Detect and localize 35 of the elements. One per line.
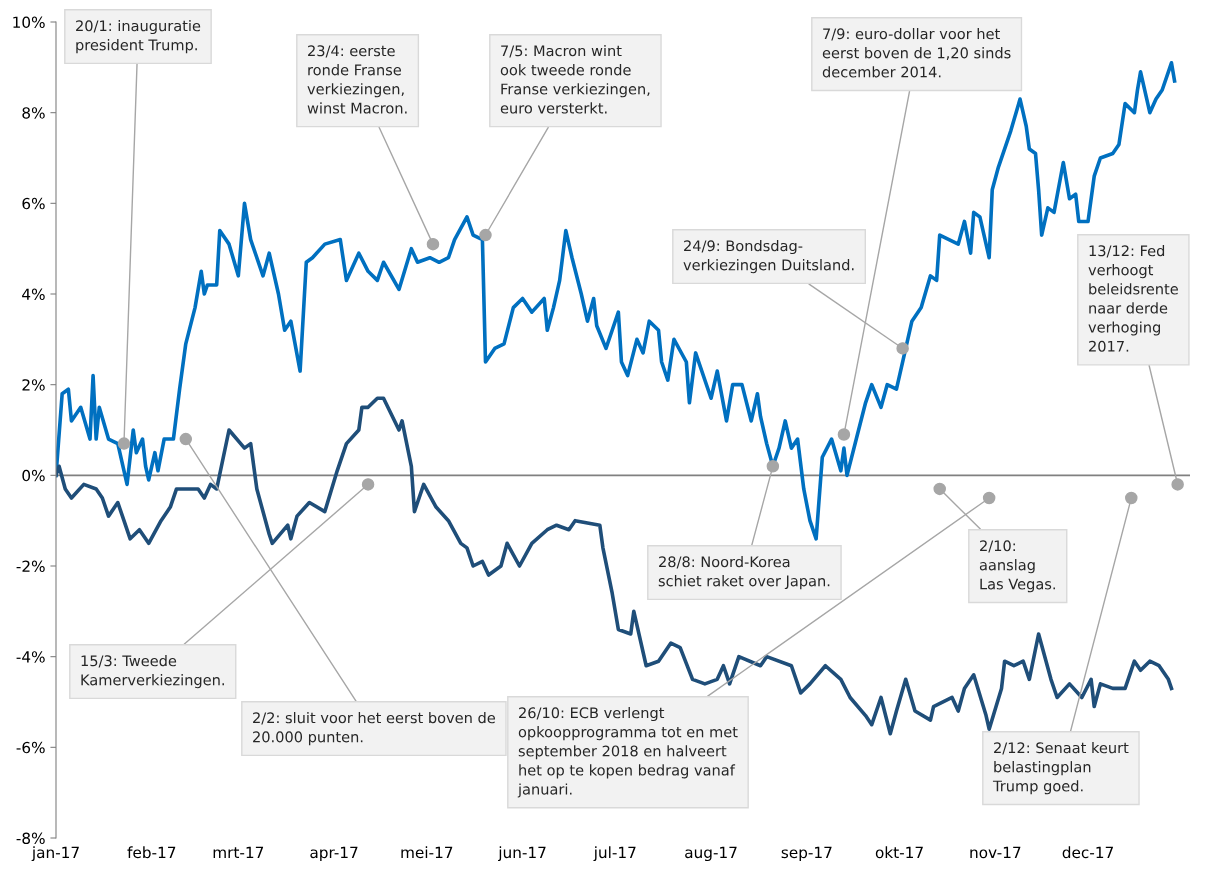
- y-tick-label: 6%: [22, 197, 45, 210]
- y-tick-label: -4%: [16, 651, 45, 663]
- annotation: 23/4: eerste ronde Franse verkiezingen, winst Macron.: [307, 45, 407, 114]
- y-tick-label: -6%: [16, 741, 45, 754]
- x-tick-label: nov-17: [970, 846, 1021, 859]
- annotation: 13/12: Fed verhoogt beleidsrente naar derde verhoging 2017.: [1088, 245, 1178, 352]
- annotation: 24/9: Bondsdag- verkiezingen Duitsland.: [683, 240, 854, 274]
- x-tick-label: dec-17: [1062, 846, 1113, 859]
- x-tick-label: apr-17: [310, 846, 358, 862]
- annotation: 7/9: euro-dollar voor het eerst boven de 1,20 sinds december 2014.: [822, 28, 1011, 78]
- annotation: 7/5: Macron wint ook tweede ronde Franse verkiezingen, euro versterkt.: [500, 45, 650, 114]
- y-tick-label: 4%: [22, 288, 45, 301]
- x-tick-label: okt-17: [875, 846, 923, 859]
- y-tick-label: 0%: [22, 469, 45, 482]
- x-tick-label: aug-17: [685, 846, 737, 862]
- x-tick-label: jul-17: [593, 846, 636, 862]
- annotation: 15/3: Tweede Kamerverkiezingen.: [81, 655, 224, 689]
- y-tick-label: 8%: [22, 107, 45, 119]
- annotation: 20/1: inauguratie president Trump.: [76, 20, 201, 54]
- annotation: 2/10: aanslag Las Vegas.: [979, 540, 1055, 593]
- annotation: 26/10: ECB verlengt opkoopprogramma tot en met september 2018 en halveert het op te kopen bedrag vanaf januari.: [517, 707, 738, 798]
- annotation: 2/2: sluit voor het eerst boven de 20.000 punten.: [253, 712, 495, 746]
- y-tick-label: 10%: [13, 16, 45, 29]
- annotation: 28/8: Noord-Korea schiet raket over Japan.: [658, 556, 830, 590]
- x-tick-label: sep-17: [781, 846, 832, 862]
- x-tick-label: jan-17: [31, 846, 79, 862]
- y-tick-label: 2%: [22, 379, 45, 391]
- line-series: [56, 60, 1177, 541]
- x-tick-label: jun-17: [498, 846, 546, 862]
- x-tick-label: mei-17: [401, 846, 453, 859]
- annotation: 2/12: Senaat keurt belastingplan Trump goed.: [992, 742, 1129, 795]
- y-tick-label: -2%: [16, 560, 45, 573]
- y-tick-label: -8%: [16, 832, 45, 845]
- x-tick-label: mrt-17: [213, 846, 264, 858]
- x-tick-label: feb-17: [127, 846, 176, 859]
